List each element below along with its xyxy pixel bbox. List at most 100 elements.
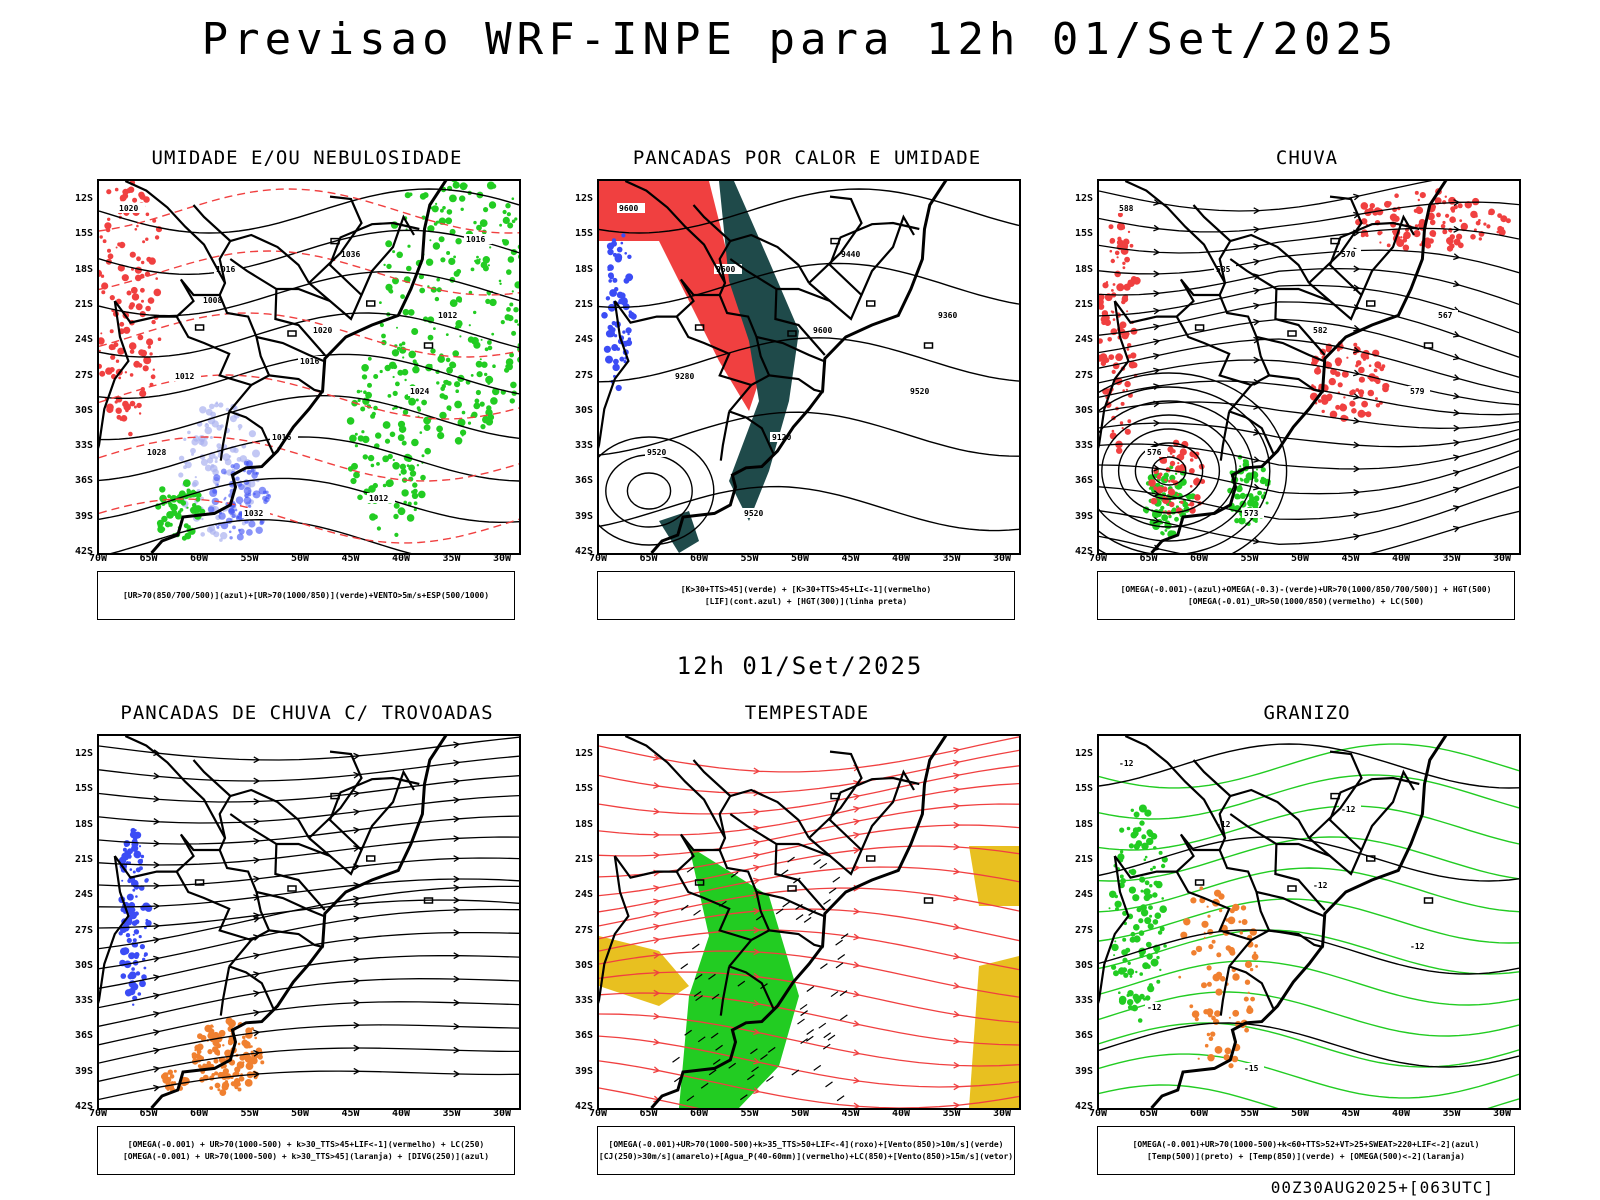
lon-tick-label: 60W <box>1189 1108 1209 1119</box>
lon-tick-label: 65W <box>639 1108 658 1119</box>
lat-tick-label: 33S <box>574 440 593 452</box>
legend-line: [OMEGA(-0.001)+UR>70(1000-500)+k>35_TTS>… <box>608 1139 1004 1149</box>
legend-line: [OMEGA(-0.001)-(azul)+OMEGA(-0.3)-(verde… <box>1120 584 1492 594</box>
lon-tick-label: 60W <box>689 1108 709 1119</box>
lon-tick-label: 65W <box>639 553 658 564</box>
lat-tick-label: 27S <box>1074 369 1093 381</box>
legend-line: [OMEGA(-0.001) + UR>70(1000-500) + k>30_… <box>127 1139 485 1149</box>
lat-tick-label: 24S <box>1074 889 1093 901</box>
map-trovoadas <box>97 734 521 1110</box>
contour-label: 1016 <box>300 357 319 366</box>
lat-tick-label: 42S <box>74 546 93 557</box>
contour-label: 1020 <box>313 326 332 335</box>
lon-tick-label: 65W <box>139 1108 158 1119</box>
legend-line: [Temp(500)](preto) + [Temp(850)](verde) … <box>1147 1151 1465 1161</box>
lat-tick-label: 33S <box>574 995 593 1007</box>
map-plot: 1020 1016 1020 1024 1028 1032 1036 1012 1012 1016… <box>99 181 519 553</box>
lon-tick-label: 40W <box>1391 1108 1411 1119</box>
panel-title: TEMPESTADE <box>744 702 870 724</box>
lon-tick-label: 65W <box>139 553 158 564</box>
lat-tick-label: 39S <box>74 1065 93 1077</box>
lon-tick-label: 35W <box>942 553 961 564</box>
contour-label: 1016 <box>466 235 485 244</box>
contour-label: 1008 <box>203 296 222 305</box>
map-plot: 588 585 582 579 576 573 570 567 <box>1099 181 1519 553</box>
lat-tick-label: 33S <box>1074 440 1093 452</box>
contour-label: -12 <box>1147 1003 1162 1012</box>
map-chuva: 588 585 582 579 576 573 570 567 <box>1097 179 1521 555</box>
lon-tick-label: 30W <box>992 553 1012 564</box>
contour-label: 1036 <box>341 250 360 259</box>
lon-tick-label: 45W <box>841 553 860 564</box>
map-umidade: 1020 1016 1020 1024 1028 1032 1036 1012 1012 1016… <box>97 179 521 555</box>
lon-tick-label: 60W <box>189 1108 209 1119</box>
lat-tick-label: 21S <box>574 853 593 865</box>
lon-tick-label: 55W <box>1240 553 1259 564</box>
contour-label: 9360 <box>938 311 957 320</box>
contour-label: -12 <box>1119 759 1134 768</box>
lon-tick-label: 70W <box>1088 553 1108 564</box>
contour-label: 9600 <box>716 265 735 274</box>
lat-tick-label: 18S <box>574 818 593 830</box>
contour-label: -12 <box>1341 805 1356 814</box>
lat-tick-label: 24S <box>574 334 593 346</box>
lat-tick-label: 12S <box>1074 193 1093 204</box>
lat-tick-label: 39S <box>574 510 593 522</box>
lon-tick-label: 45W <box>841 1108 860 1119</box>
lat-tick-label: 27S <box>74 924 93 936</box>
lon-tick-label: 70W <box>588 1108 608 1119</box>
contour-label: 1020 <box>119 204 138 213</box>
map-plot <box>99 736 519 1108</box>
lat-tick-label: 30S <box>1074 404 1093 416</box>
contour-label: 9440 <box>841 250 860 259</box>
lon-tick-label: 35W <box>1442 553 1461 564</box>
lat-tick-label: 21S <box>1074 298 1093 310</box>
panel-title: UMIDADE E/OU NEBULOSIDADE <box>151 147 463 169</box>
lat-tick-label: 33S <box>74 995 93 1007</box>
legend-line: [OMEGA(-0.001)+UR>70(1000-500)+k<60+TTS>… <box>1132 1139 1480 1149</box>
map-granizo: -12 -12 -12 -12 -12 -15 -12 <box>1097 734 1521 1110</box>
lon-tick-label: 60W <box>189 553 209 564</box>
lon-tick-label: 30W <box>492 1108 512 1119</box>
legend-box: [OMEGA(-0.001)-(azul)+OMEGA(-0.3)-(verde… <box>1097 571 1515 620</box>
lat-tick-label: 24S <box>74 334 93 346</box>
lat-tick-label: 42S <box>1074 546 1093 557</box>
lat-tick-label: 15S <box>574 783 593 795</box>
map-pancadas-calor: 9600 9600 9600 9520 9520 9520 9440 9360 9280 9120 <box>597 179 1021 555</box>
lon-tick-label: 35W <box>1442 1108 1461 1119</box>
lon-tick-label: 50W <box>290 1108 310 1119</box>
lat-tick-label: 39S <box>574 1065 593 1077</box>
lat-tick-label: 30S <box>574 404 593 416</box>
lon-tick-label: 35W <box>942 1108 961 1119</box>
contour-label: 588 <box>1119 204 1134 213</box>
map-plot <box>599 736 1019 1108</box>
lon-tick-label: 50W <box>790 553 810 564</box>
lat-tick-label: 42S <box>574 1101 593 1112</box>
lon-tick-label: 30W <box>1492 553 1512 564</box>
panel-title: GRANIZO <box>1263 702 1351 724</box>
panel-title: PANCADAS POR CALOR E UMIDADE <box>632 147 982 169</box>
lat-tick-label: 24S <box>74 889 93 901</box>
contour-label: 570 <box>1341 250 1356 259</box>
legend-line: [OMEGA(-0.01)_UR>50(1000/850)(vermelho) … <box>1187 596 1424 606</box>
map-tempestade <box>597 734 1021 1110</box>
contour-label: 9520 <box>647 448 666 457</box>
lon-tick-label: 45W <box>341 553 360 564</box>
contour-label: -12 <box>1410 942 1425 951</box>
contour-label: 9600 <box>619 204 638 213</box>
lat-tick-label: 15S <box>574 228 593 240</box>
contour-label: -12 <box>1313 881 1328 890</box>
lon-tick-label: 40W <box>891 1108 911 1119</box>
legend-box: [OMEGA(-0.001) + UR>70(1000-500) + k>30_… <box>97 1126 515 1175</box>
contour-label: 1016 <box>272 433 291 442</box>
contour-label: 1012 <box>369 494 388 503</box>
legend-box: [K>30+TTS>45](verde) + [K>30+TTS>45+LI<-… <box>597 571 1015 620</box>
lat-tick-label: 36S <box>574 475 593 487</box>
contour-label: 9120 <box>772 433 791 442</box>
lat-tick-label: 39S <box>1074 510 1093 522</box>
legend-line: [CJ(250)>30m/s](amarelo)+[Agua_P(40-60mm… <box>598 1151 1014 1161</box>
lat-tick-label: 21S <box>574 298 593 310</box>
contour-label: 1032 <box>244 509 263 518</box>
lat-tick-label: 30S <box>74 959 93 971</box>
mid-date-label: 12h 01/Set/2025 <box>676 652 924 680</box>
